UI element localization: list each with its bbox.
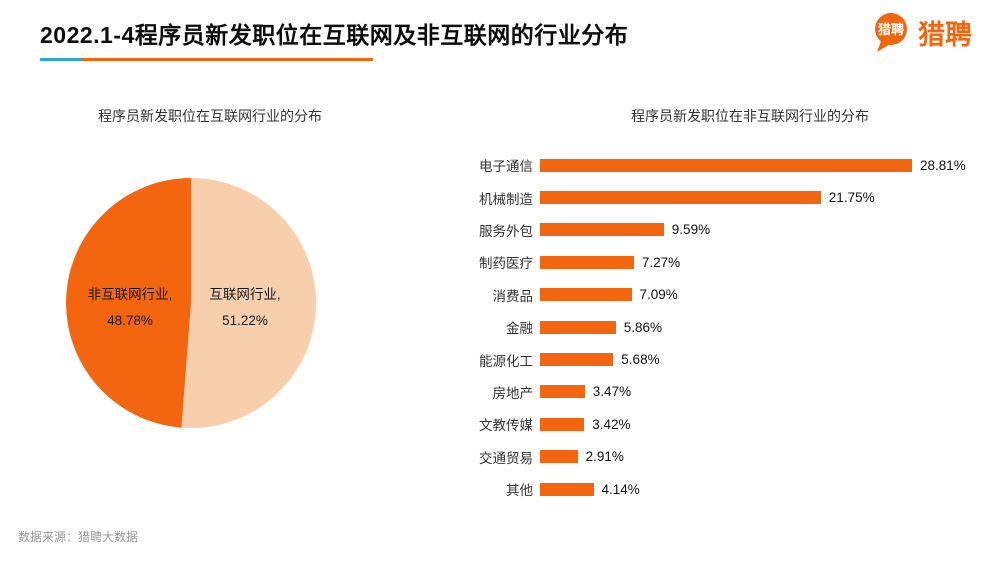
bar	[540, 191, 821, 205]
bar	[540, 385, 585, 399]
liepin-logo-bubble-icon: 猎聘	[875, 13, 907, 52]
bar	[540, 255, 634, 269]
bar-category-label: 金融	[506, 321, 533, 337]
bar-row: 房地产 3.47%	[460, 376, 990, 408]
page-title: 2022.1-4程序员新发职位在互联网及非互联网的行业分布	[40, 22, 629, 48]
pie-slice-1	[66, 178, 191, 428]
bar-row: 其他 4.14%	[460, 473, 990, 505]
bar	[540, 320, 616, 334]
bar-category-label: 服务外包	[479, 223, 533, 239]
bar-row: 文教传媒 3.42%	[460, 408, 990, 440]
bar-value-label: 3.42%	[592, 416, 631, 432]
pie-label-non-internet-value: 48.78%	[107, 313, 153, 328]
bar-row: 电子通信 28.81%	[460, 149, 990, 181]
bar-chart-title: 程序员新发职位在非互联网行业的分布	[631, 108, 869, 124]
bar-category-label: 能源化工	[479, 353, 533, 369]
bar-value-label: 7.27%	[641, 254, 681, 270]
data-source-note: 数据来源：猎聘大数据	[18, 530, 139, 544]
bar-category-label: 交通贸易	[479, 450, 533, 466]
bar	[540, 353, 614, 367]
bar	[540, 482, 594, 496]
bar-value-label: 4.14%	[601, 481, 640, 497]
bar-row: 机械制造 21.75%	[460, 181, 990, 213]
svg-text:猎聘: 猎聘	[878, 22, 904, 37]
pie-chart: 非互联网行业, 48.78% 互联网行业, 51.22%	[64, 176, 318, 430]
bar-category-label: 机械制造	[479, 191, 533, 207]
bar	[540, 450, 578, 464]
bar-row: 服务外包 9.59%	[460, 214, 990, 246]
bar-category-label: 其他	[506, 483, 533, 499]
title-underline	[40, 58, 373, 61]
bar-value-label: 3.47%	[592, 384, 632, 400]
pie-label-internet-value: 51.22%	[222, 313, 268, 328]
bar-category-label: 电子通信	[479, 159, 533, 175]
pie-chart-title: 程序员新发职位在互联网行业的分布	[98, 108, 322, 124]
bar-category-label: 消费品	[492, 288, 534, 304]
pie-label-internet-name: 互联网行业,	[209, 287, 281, 302]
bar-row: 金融 5.86%	[460, 311, 990, 343]
bar-value-label: 5.86%	[623, 319, 662, 335]
liepin-logo: 猎聘 猎聘	[870, 10, 972, 54]
bar-category-label: 文教传媒	[479, 418, 533, 434]
bar-row: 消费品 7.09%	[460, 279, 990, 311]
bar-value-label: 21.75%	[828, 190, 875, 206]
bar-value-label: 7.09%	[639, 287, 678, 303]
liepin-wordmark: 猎聘	[918, 19, 972, 50]
bar	[540, 288, 632, 302]
bar-value-label: 28.81%	[920, 157, 966, 173]
pie-label-non-internet-name: 非互联网行业,	[87, 287, 173, 302]
pie-slice-0	[181, 178, 317, 428]
pie-label-internet: 互联网行业, 51.22%	[186, 282, 304, 334]
bar-category-label: 制药医疗	[479, 256, 533, 272]
pie-label-non-internet: 非互联网行业, 48.78%	[64, 282, 196, 334]
bar-row: 交通贸易 2.91%	[460, 441, 990, 473]
bar	[540, 158, 912, 172]
bar	[540, 417, 585, 431]
pie-svg	[66, 178, 317, 428]
bar-value-label: 9.59%	[671, 222, 711, 238]
bar-row: 制药医疗 7.27%	[460, 246, 990, 278]
bar-value-label: 5.68%	[621, 352, 660, 368]
bar	[540, 223, 664, 237]
bar-chart: 电子通信 28.81% 机械制造 21.75% 服务外包 9.59% 制药医疗 7.27% 消费…	[460, 149, 990, 505]
bar-row: 能源化工 5.68%	[460, 343, 990, 375]
bar-category-label: 房地产	[492, 385, 534, 401]
bar-value-label: 2.91%	[585, 449, 624, 465]
